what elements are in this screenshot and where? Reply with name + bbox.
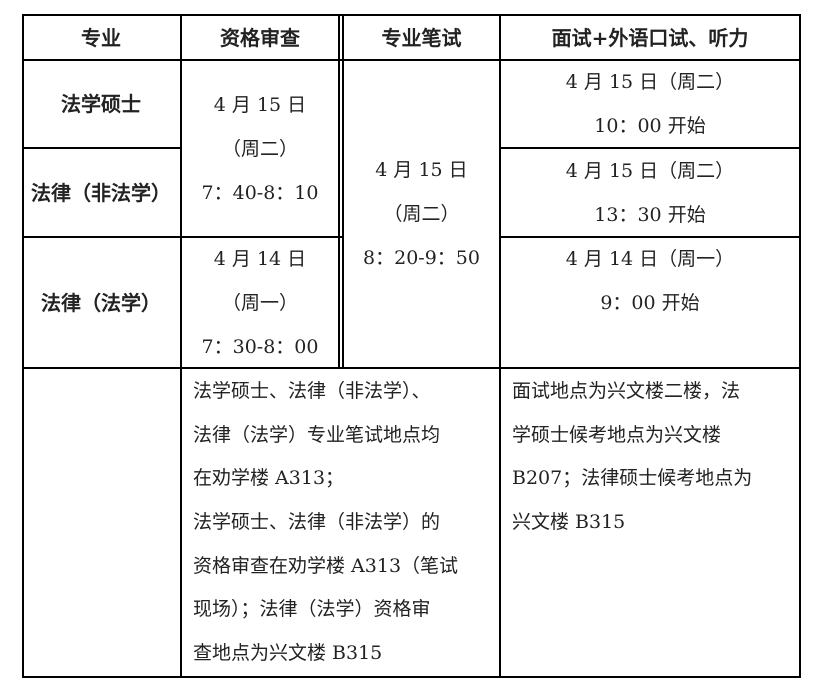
col-line: [22, 14, 24, 678]
header-text: 专业: [81, 25, 121, 50]
note-line: 现场）；法律（法学）资格审: [193, 598, 431, 621]
table-border-right: [799, 14, 801, 678]
date: 4 月 15 日（周二）: [565, 71, 735, 93]
note-line: 法学硕士、法律（非法学）、: [193, 380, 431, 402]
note-line: B207；法律硕士候考地点为: [512, 467, 753, 490]
row-divider: [22, 367, 801, 369]
time: 9：00 开始: [600, 292, 700, 314]
date: 4 月 15 日: [213, 93, 307, 116]
major-name: 法律（非法学）: [31, 180, 171, 205]
row-divider: [22, 147, 181, 149]
header-text: 专业笔试: [381, 25, 462, 50]
col-line: [180, 14, 182, 678]
major-cell: 法律（非法学）: [22, 149, 180, 236]
date: 4 月 14 日: [213, 247, 307, 270]
time: 10：00 开始: [594, 115, 706, 137]
col-line: [338, 14, 340, 369]
date: 4 月 15 日: [375, 159, 468, 181]
time: 13：30 开始: [594, 203, 706, 226]
header-interview: 面试+外语口试、听力: [501, 15, 799, 60]
qualification-cell: 4 月 15 日 （周二） 7：40-8：10: [182, 61, 338, 236]
note-line: 法学硕士、法律（非法学）的: [193, 511, 441, 534]
note-line: 法律（法学）专业笔试地点均: [193, 423, 441, 446]
col-line: [342, 14, 344, 369]
weekday: （周二）: [221, 137, 298, 160]
header-divider: [22, 59, 801, 61]
note-line: 资格审查在劝学楼 A313（笔试: [193, 554, 459, 577]
note-written-qualification: 法学硕士、法律（非法学）、 法律（法学）专业笔试地点均 在劝学楼 A313； 法…: [193, 370, 458, 676]
note-line: 学硕士候考地点为兴文楼: [512, 423, 722, 446]
header-qualification: 资格审查: [182, 15, 338, 60]
time: 8：20-9：50: [363, 247, 480, 269]
major-name: 法律（法学）: [41, 290, 161, 315]
table-border-bottom: [22, 676, 801, 678]
table-border-top: [22, 14, 801, 16]
written-cell: 4 月 15 日 （周二） 8：20-9：50: [344, 61, 499, 367]
major-cell: 法律（法学）: [22, 238, 180, 367]
interview-cell: 4 月 14 日（周一） 9：00 开始: [501, 238, 799, 324]
major-name: 法学硕士: [61, 92, 141, 116]
note-interview: 面试地点为兴文楼二楼，法 学硕士候考地点为兴文楼 B207；法律硕士候考地点为 …: [512, 370, 752, 545]
time: 7：30-8：00: [201, 335, 319, 358]
weekday: （周一）: [221, 291, 298, 314]
time: 7：40-8：10: [201, 181, 319, 204]
header-written: 专业笔试: [344, 15, 499, 60]
row-divider: [500, 236, 801, 238]
interview-cell: 4 月 15 日（周二） 10：00 开始: [501, 61, 799, 147]
row-divider: [22, 236, 342, 238]
header-major: 专业: [22, 15, 180, 60]
row-divider: [500, 147, 801, 149]
note-line: 兴文楼 B315: [512, 511, 626, 534]
header-text: 面试+外语口试、听力: [551, 25, 749, 50]
major-cell: 法学硕士: [22, 61, 180, 147]
note-line: 查地点为兴文楼 B315: [193, 642, 383, 665]
note-line: 面试地点为兴文楼二楼，法: [512, 380, 741, 402]
note-line: 在劝学楼 A313；: [193, 467, 345, 490]
interview-cell: 4 月 15 日（周二） 13：30 开始: [501, 149, 799, 236]
date: 4 月 14 日（周一）: [565, 248, 735, 270]
weekday: （周二）: [383, 203, 460, 225]
qualification-cell: 4 月 14 日 （周一） 7：30-8：00: [182, 238, 338, 367]
date: 4 月 15 日（周二）: [565, 159, 735, 182]
header-text: 资格审查: [220, 25, 300, 50]
col-line: [499, 14, 501, 678]
